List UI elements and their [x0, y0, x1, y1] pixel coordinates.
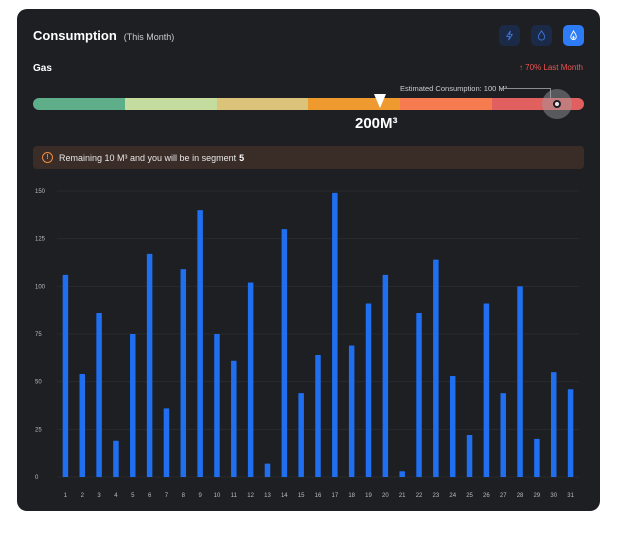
- x-tick-label: 7: [165, 493, 169, 499]
- estimated-consumption-label: Estimated Consumption: 100 M³: [400, 84, 508, 93]
- bar: [96, 313, 102, 477]
- segment-alert: ! Remaining 10 M³ and you will be in seg…: [33, 146, 584, 169]
- x-tick-label: 15: [298, 493, 305, 499]
- y-tick-label: 125: [35, 237, 46, 243]
- x-tick-label: 26: [483, 493, 490, 499]
- card-subtitle: (This Month): [123, 32, 175, 42]
- bar: [399, 471, 405, 477]
- meter-segment-5: [400, 98, 493, 110]
- bar: [449, 375, 456, 477]
- x-tick-label: 20: [382, 493, 389, 499]
- water-button[interactable]: [531, 25, 552, 46]
- meter-segment-2: [124, 98, 217, 110]
- x-tick-label: 17: [331, 493, 338, 499]
- bar: [500, 393, 506, 477]
- x-tick-label: 30: [550, 493, 557, 499]
- x-tick-label: 3: [97, 493, 101, 499]
- bar: [517, 286, 523, 477]
- bar: [113, 440, 119, 477]
- card-header: Consumption (This Month): [33, 28, 174, 43]
- trend-indicator: ↑ 70% Last Month: [518, 63, 583, 72]
- x-tick-label: 13: [264, 493, 271, 499]
- bar: [348, 345, 355, 477]
- x-tick-label: 12: [247, 493, 254, 499]
- bar: [567, 389, 574, 477]
- bar: [247, 282, 254, 477]
- x-tick-label: 10: [214, 493, 221, 499]
- bar: [264, 463, 271, 477]
- bar: [62, 274, 69, 477]
- x-tick-label: 28: [517, 493, 524, 499]
- bar: [163, 408, 170, 477]
- meter-segment-3: [216, 98, 309, 110]
- x-tick-label: 22: [416, 493, 423, 499]
- bar: [466, 435, 473, 477]
- x-tick-label: 31: [567, 493, 574, 499]
- x-tick-label: 6: [148, 493, 152, 499]
- bar: [79, 374, 86, 477]
- x-tick-label: 21: [399, 493, 406, 499]
- x-tick-label: 8: [182, 493, 186, 499]
- x-tick-label: 23: [433, 493, 440, 499]
- bar: [298, 393, 304, 477]
- bar: [332, 192, 338, 477]
- y-tick-label: 25: [35, 427, 42, 433]
- gas-button[interactable]: [563, 25, 584, 46]
- bar: [281, 229, 288, 477]
- x-tick-label: 16: [315, 493, 322, 499]
- x-tick-label: 9: [198, 493, 202, 499]
- alert-message: Remaining 10 M³ and you will be in segme…: [59, 152, 237, 163]
- bar: [214, 334, 220, 477]
- bar: [416, 313, 422, 477]
- bar: [315, 354, 321, 477]
- electricity-button[interactable]: [499, 25, 520, 46]
- bar: [483, 303, 490, 477]
- card-title: Consumption: [33, 28, 117, 43]
- x-tick-label: 24: [449, 493, 456, 499]
- y-tick-label: 0: [35, 475, 39, 481]
- current-consumption-value: 200M³: [355, 115, 398, 132]
- y-tick-label: 50: [35, 380, 42, 386]
- warning-icon: !: [42, 152, 53, 163]
- x-tick-label: 25: [466, 493, 473, 499]
- alert-segment-number: 5: [239, 152, 245, 163]
- x-tick-label: 27: [500, 493, 507, 499]
- y-tick-label: 150: [35, 189, 46, 195]
- x-tick-label: 11: [231, 493, 238, 499]
- bar: [231, 360, 237, 477]
- x-tick-label: 14: [281, 493, 288, 499]
- meter-segment-1: [33, 98, 125, 110]
- estimated-pointer-line: [501, 88, 551, 102]
- y-tick-label: 100: [35, 284, 46, 290]
- estimate-handle[interactable]: [553, 100, 561, 108]
- meter-segment-6: [492, 98, 584, 110]
- x-tick-label: 1: [64, 493, 68, 499]
- bar: [130, 334, 136, 477]
- lightning-icon: [505, 30, 514, 41]
- x-tick-label: 5: [131, 493, 135, 499]
- consumption-meter: [33, 98, 584, 110]
- y-tick-label: 75: [35, 332, 42, 338]
- bar: [550, 372, 557, 477]
- x-tick-label: 4: [114, 493, 118, 499]
- x-tick-label: 2: [81, 493, 85, 499]
- bar: [180, 269, 187, 477]
- current-consumption-marker: [374, 94, 386, 108]
- x-tick-label: 29: [534, 493, 541, 499]
- bar: [382, 274, 389, 477]
- consumption-card: Consumption (This Month) Gas ↑ 70% Last …: [17, 9, 600, 511]
- bar: [146, 253, 153, 477]
- bar: [433, 259, 439, 477]
- x-tick-label: 18: [348, 493, 355, 499]
- x-tick-label: 19: [365, 493, 372, 499]
- bar: [365, 303, 372, 477]
- bar: [197, 210, 203, 478]
- gas-label: Gas: [33, 63, 52, 74]
- bar: [534, 438, 540, 477]
- water-drop-icon: [537, 30, 546, 41]
- flame-icon: [570, 30, 577, 41]
